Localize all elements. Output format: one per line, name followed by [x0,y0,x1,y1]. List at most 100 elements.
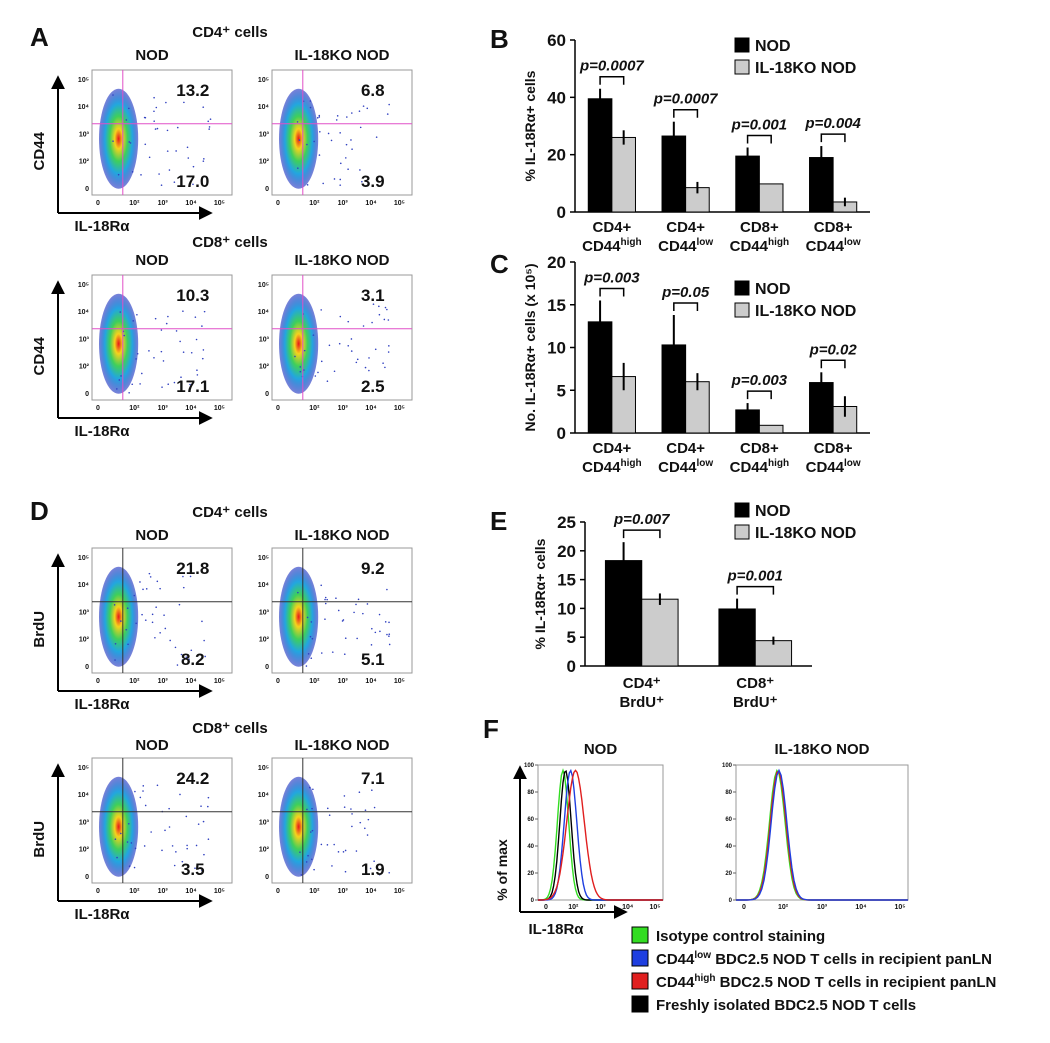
event-dot [339,184,342,186]
axis-tick-label: 10⁴ [78,582,90,589]
event-dot [309,100,312,102]
event-dot [160,350,163,353]
event-dot [127,823,130,825]
event-dot [168,169,171,171]
p-value: p=0.05 [661,284,710,301]
event-dot [126,841,129,843]
event-dot [142,588,144,591]
event-dot [312,788,314,791]
event-dot [140,174,142,176]
axis-tick-label: 10² [309,200,320,207]
y-tick-label: 80 [725,790,732,796]
event-dot [333,178,336,180]
axis-tick-label: 10⁵ [394,888,405,895]
column-header: IL-18KO NOD [774,741,869,758]
event-dot [299,366,302,368]
event-dot [388,871,391,874]
category-label: CD8⁺ [736,675,774,692]
event-dot [190,649,193,652]
event-dot [379,630,381,633]
column-header: NOD [135,527,169,544]
y-tick-label: 40 [547,88,566,107]
event-dot [139,796,142,799]
y-tick-label: 0 [557,424,566,443]
axis-tick-label: 10⁴ [78,104,90,111]
event-dot [308,786,311,789]
event-dot [139,581,141,583]
event-dot [203,310,206,313]
axis-tick-label: 10⁵ [214,405,225,412]
legend-swatch [734,524,750,540]
event-dot [144,804,147,807]
category-text: CD44 [658,238,697,255]
axis-tick-label: 10⁴ [185,405,197,412]
bar [754,640,793,667]
event-dot [356,358,359,361]
event-dot [318,154,321,156]
legend-label: CD44high BDC2.5 NOD T cells in recipient… [656,973,996,991]
bar [587,98,613,213]
event-dot [130,842,133,844]
event-dot [158,173,160,175]
histogram-curve [538,769,663,901]
event-dot [378,613,381,616]
event-dot [131,171,134,173]
y-tick-label: 60 [725,817,732,823]
event-dot [207,805,209,808]
axis-tick-label: 0 [742,904,746,911]
event-dot [163,614,165,616]
event-dot [299,370,302,373]
event-dot [154,317,157,320]
axis-tick-label: 10³ [158,200,169,207]
axis-tick-label: 10² [778,904,789,911]
event-dot [136,352,139,355]
event-dot [113,604,116,606]
axis-tick-label: 0 [96,405,100,412]
event-dot [164,829,166,832]
category-text: CD44 [730,459,769,476]
y-tick-label: 60 [547,31,566,50]
event-dot [369,867,372,870]
event-dot [311,829,314,832]
event-dot [342,851,345,853]
axis-tick-label: 0 [96,678,100,685]
category-label: CD44low [806,458,861,476]
event-dot [185,815,188,818]
axis-tick-label: 10³ [338,888,349,895]
event-dot [347,344,350,347]
x-axis-label: IL-18Rα [74,906,130,923]
y-tick-label: 0 [531,898,535,904]
category-label: BrdU⁺ [733,694,778,711]
quadrant-value: 3.5 [181,860,205,879]
event-dot [117,173,120,176]
axis-tick-label: 10³ [79,131,90,138]
event-dot [202,160,205,162]
event-dot [337,851,340,853]
event-dot [149,576,152,578]
event-dot [359,126,362,129]
event-dot [359,169,361,171]
event-dot [344,637,347,640]
quadrant-value: 9.2 [361,559,385,578]
event-dot [355,361,358,364]
column-header: NOD [584,741,618,758]
event-dot [294,355,296,358]
axis-tick-label: 10⁵ [394,405,405,412]
event-dot [364,827,366,830]
event-dot [153,356,155,359]
event-dot [362,612,364,615]
event-dot [382,362,384,364]
event-dot [155,606,157,609]
event-dot [112,94,114,96]
category-text: CD44 [658,459,697,476]
category-sup: low [844,458,861,469]
category-sup: high [621,237,642,248]
column-header: IL-18KO NOD [294,527,389,544]
axis-tick-label: 10³ [817,904,828,911]
y-tick-label: 15 [547,296,566,315]
event-dot [186,146,189,149]
event-dot [351,112,353,114]
y-axis-label: BrdU [31,821,48,858]
event-dot [296,121,299,123]
legend-label: IL-18KO NOD [755,60,856,77]
